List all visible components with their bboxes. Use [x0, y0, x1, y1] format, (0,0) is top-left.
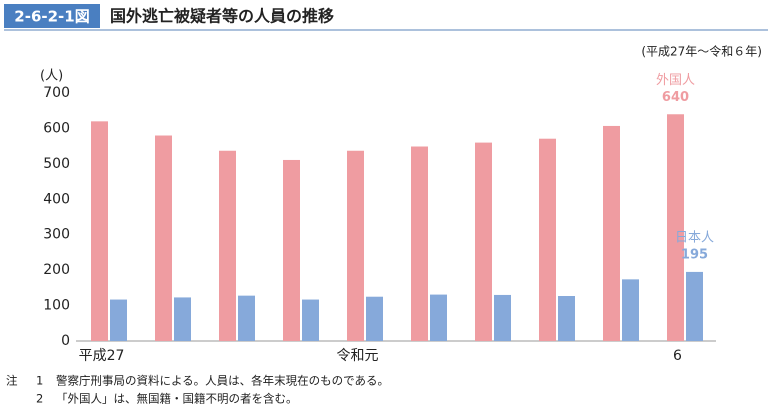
y-tick-label: 500 [43, 156, 70, 172]
y-tick-label: 600 [43, 120, 70, 136]
bar [667, 114, 684, 341]
note-text: 「外国人」は、無国籍・国籍不明の者を含む。 [56, 392, 298, 406]
y-tick-label: 0 [61, 333, 70, 349]
value-label: 640 [662, 90, 689, 105]
bar [91, 121, 108, 341]
x-tick-label: 6 [673, 348, 682, 364]
subtitle: (平成27年～令和６年) [641, 44, 762, 59]
x-tick-label: 平成27 [79, 348, 125, 364]
note-number: 1 [36, 374, 43, 388]
figure-label: 2-6-2-1図 [14, 8, 89, 26]
bar [219, 150, 236, 341]
note-text: 警察庁刑事局の資料による。人員は、各年末現在のものである。 [56, 374, 389, 388]
y-tick-label: 200 [43, 262, 70, 278]
y-tick-label: 300 [43, 227, 70, 243]
bar [686, 271, 703, 341]
note-number: 2 [36, 392, 43, 406]
y-tick-label: 400 [43, 191, 70, 207]
y-tick-label: 700 [43, 85, 70, 101]
bar [603, 125, 620, 341]
x-tick-label: 令和元 [337, 348, 379, 364]
bar [558, 296, 575, 341]
y-tick-label: 100 [43, 298, 70, 314]
series-label: 外国人 [656, 73, 695, 88]
bar [494, 294, 511, 341]
bar [430, 294, 447, 341]
bar [174, 297, 191, 341]
bar [302, 299, 319, 341]
note-label: 注 [6, 374, 18, 388]
bar [622, 279, 639, 341]
chart-title: 国外逃亡被疑者等の人員の推移 [110, 7, 334, 26]
bar [238, 295, 255, 341]
figure-badge [4, 4, 100, 28]
value-label: 195 [681, 247, 708, 262]
bar [110, 299, 127, 341]
bar [283, 159, 300, 341]
bar [411, 146, 428, 341]
series-label: 日本人 [675, 230, 714, 245]
bar [347, 150, 364, 341]
bar [539, 138, 556, 341]
bar [366, 296, 383, 341]
bar [155, 135, 172, 341]
bar [475, 142, 492, 341]
y-axis-label: (人) [40, 69, 63, 84]
